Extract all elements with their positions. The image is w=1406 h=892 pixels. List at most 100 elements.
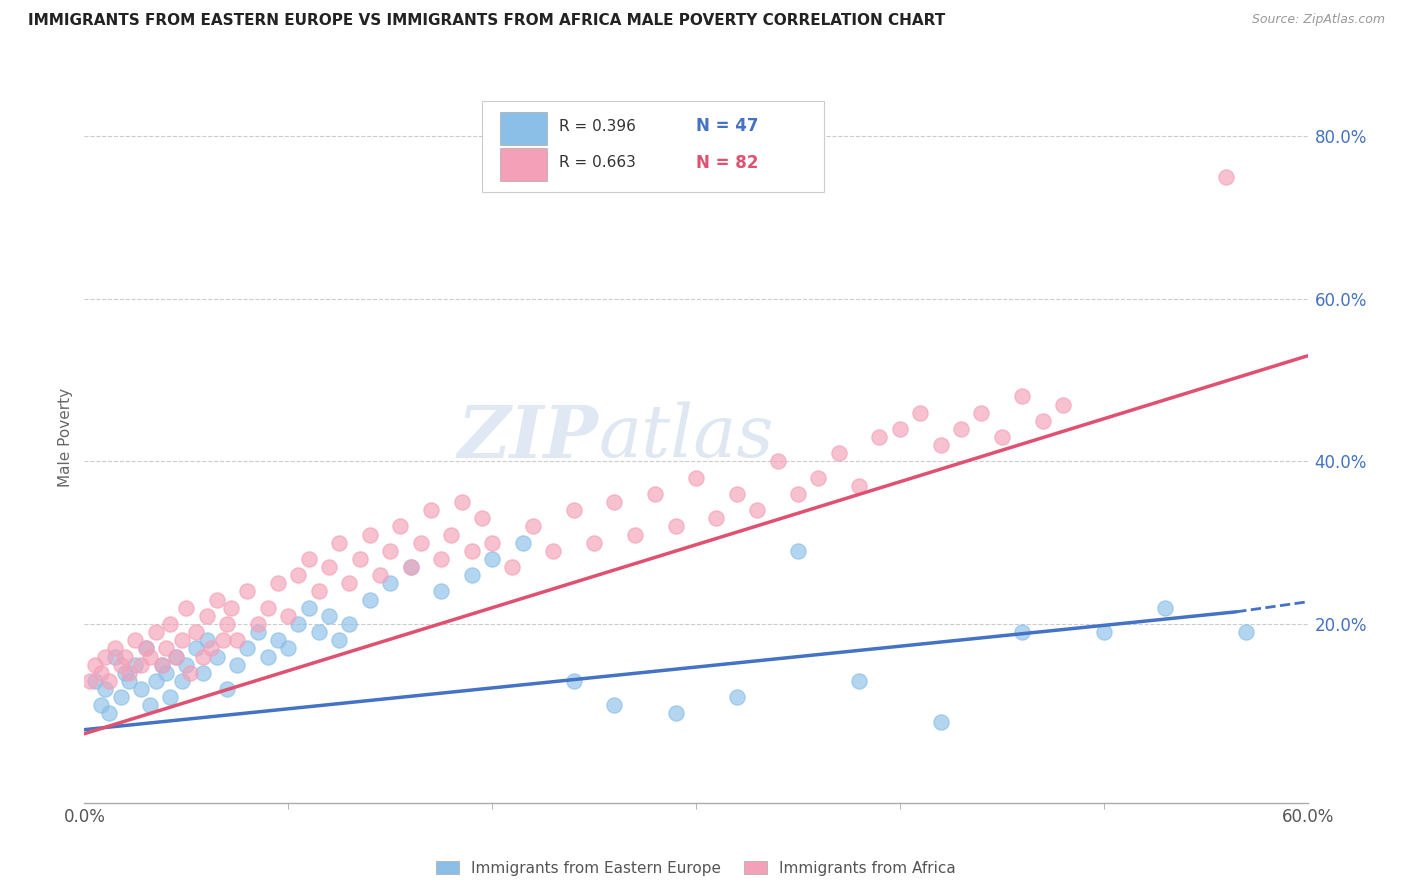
Point — [155, 665, 177, 680]
Point — [440, 527, 463, 541]
Legend: Immigrants from Eastern Europe, Immigrants from Africa: Immigrants from Eastern Europe, Immigran… — [436, 861, 956, 876]
Point — [665, 706, 688, 721]
Point — [991, 430, 1014, 444]
Point — [155, 641, 177, 656]
Point — [644, 487, 666, 501]
Point — [277, 641, 299, 656]
Point — [869, 430, 891, 444]
Point — [114, 649, 136, 664]
Point — [200, 641, 222, 656]
Point — [461, 544, 484, 558]
Point — [512, 535, 534, 549]
Point — [766, 454, 789, 468]
Point — [179, 665, 201, 680]
Point — [236, 641, 259, 656]
Point — [461, 568, 484, 582]
Point — [97, 673, 120, 688]
Point — [138, 698, 160, 713]
Point — [97, 706, 120, 721]
Point — [1052, 398, 1074, 412]
Point — [807, 471, 830, 485]
Point — [257, 649, 280, 664]
Point — [828, 446, 851, 460]
Point — [191, 665, 214, 680]
Point — [186, 625, 208, 640]
Point — [308, 625, 330, 640]
Point — [186, 641, 208, 656]
Point — [1092, 625, 1115, 640]
Point — [90, 665, 112, 680]
Point — [165, 649, 187, 664]
Point — [339, 617, 361, 632]
Point — [226, 657, 249, 672]
Point — [131, 657, 153, 672]
Point — [399, 560, 422, 574]
Point — [328, 633, 350, 648]
Text: R = 0.663: R = 0.663 — [560, 155, 636, 170]
Point — [174, 600, 197, 615]
Point — [339, 576, 361, 591]
Point — [368, 568, 391, 582]
Point — [787, 487, 810, 501]
Point — [583, 535, 606, 549]
Text: IMMIGRANTS FROM EASTERN EUROPE VS IMMIGRANTS FROM AFRICA MALE POVERTY CORRELATIO: IMMIGRANTS FROM EASTERN EUROPE VS IMMIGR… — [28, 13, 945, 29]
Point — [562, 503, 585, 517]
Point — [205, 592, 228, 607]
Point — [685, 471, 707, 485]
Point — [409, 535, 432, 549]
Text: atlas: atlas — [598, 401, 773, 473]
Y-axis label: Male Poverty: Male Poverty — [58, 387, 73, 487]
Point — [562, 673, 585, 688]
Point — [950, 422, 973, 436]
Point — [359, 527, 381, 541]
Point — [205, 649, 228, 664]
Point — [110, 657, 132, 672]
Point — [174, 657, 197, 672]
Point — [217, 681, 239, 696]
Point — [298, 552, 321, 566]
Point — [349, 552, 371, 566]
Point — [150, 657, 173, 672]
Text: N = 47: N = 47 — [696, 117, 758, 136]
Point — [287, 617, 309, 632]
Point — [195, 633, 218, 648]
Point — [110, 690, 132, 705]
Point — [318, 608, 340, 623]
Point — [380, 576, 402, 591]
Point — [267, 633, 290, 648]
Point — [93, 681, 115, 696]
Point — [889, 422, 911, 436]
Point — [124, 657, 146, 672]
Point — [522, 519, 544, 533]
Point — [725, 690, 748, 705]
FancyBboxPatch shape — [501, 112, 547, 145]
Point — [195, 608, 218, 623]
Point — [298, 600, 321, 615]
Point — [145, 673, 167, 688]
Point — [929, 714, 952, 729]
Point — [450, 495, 472, 509]
Point — [910, 406, 932, 420]
Point — [217, 617, 239, 632]
Point — [267, 576, 290, 591]
Point — [159, 617, 181, 632]
FancyBboxPatch shape — [482, 101, 824, 192]
Point — [420, 503, 443, 517]
Point — [1032, 414, 1054, 428]
Point — [104, 641, 127, 656]
Point — [124, 633, 146, 648]
Point — [212, 633, 235, 648]
Point — [236, 584, 259, 599]
Point — [380, 544, 402, 558]
Point — [172, 673, 194, 688]
Point — [246, 625, 269, 640]
Point — [929, 438, 952, 452]
Point — [135, 641, 157, 656]
Point — [318, 560, 340, 574]
Point — [79, 673, 101, 688]
Text: ZIP: ZIP — [457, 401, 598, 473]
Point — [787, 544, 810, 558]
Point — [277, 608, 299, 623]
Point — [399, 560, 422, 574]
Point — [970, 406, 993, 420]
